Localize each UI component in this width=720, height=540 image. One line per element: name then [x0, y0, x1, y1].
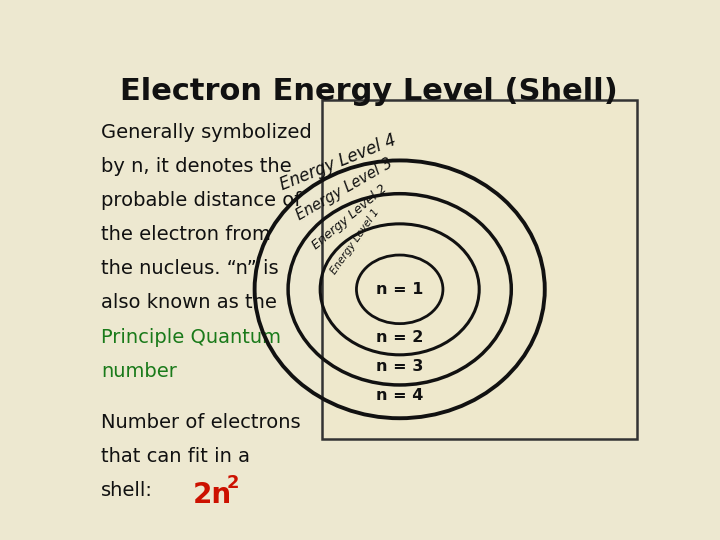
Text: 2: 2	[227, 474, 239, 491]
Bar	[322, 100, 636, 439]
Text: n = 4: n = 4	[376, 388, 423, 403]
Text: Energy Level 2: Energy Level 2	[310, 181, 390, 252]
Text: Number of electrons: Number of electrons	[101, 413, 301, 432]
Text: also known as the: also known as the	[101, 294, 277, 313]
Text: Energy Level 4: Energy Level 4	[277, 131, 399, 194]
Text: probable distance of: probable distance of	[101, 191, 302, 210]
Text: Generally symbolized: Generally symbolized	[101, 123, 312, 142]
Text: the nucleus. “n” is: the nucleus. “n” is	[101, 259, 279, 279]
Text: n = 3: n = 3	[376, 359, 423, 374]
Text: 2n: 2n	[193, 481, 233, 509]
Text: n = 1: n = 1	[376, 282, 423, 297]
Text: n = 2: n = 2	[376, 329, 423, 345]
Text: the electron from: the electron from	[101, 225, 271, 244]
Text: Energy Level 3: Energy Level 3	[293, 156, 395, 223]
Text: Principle Quantum: Principle Quantum	[101, 328, 281, 347]
Text: Electron Energy Level (Shell): Electron Energy Level (Shell)	[120, 77, 618, 106]
Text: by n, it denotes the: by n, it denotes the	[101, 157, 292, 176]
Text: that can fit in a: that can fit in a	[101, 447, 250, 466]
Text: Energy Level 1: Energy Level 1	[329, 207, 382, 276]
Text: shell:: shell:	[101, 481, 153, 500]
Text: number: number	[101, 362, 177, 381]
